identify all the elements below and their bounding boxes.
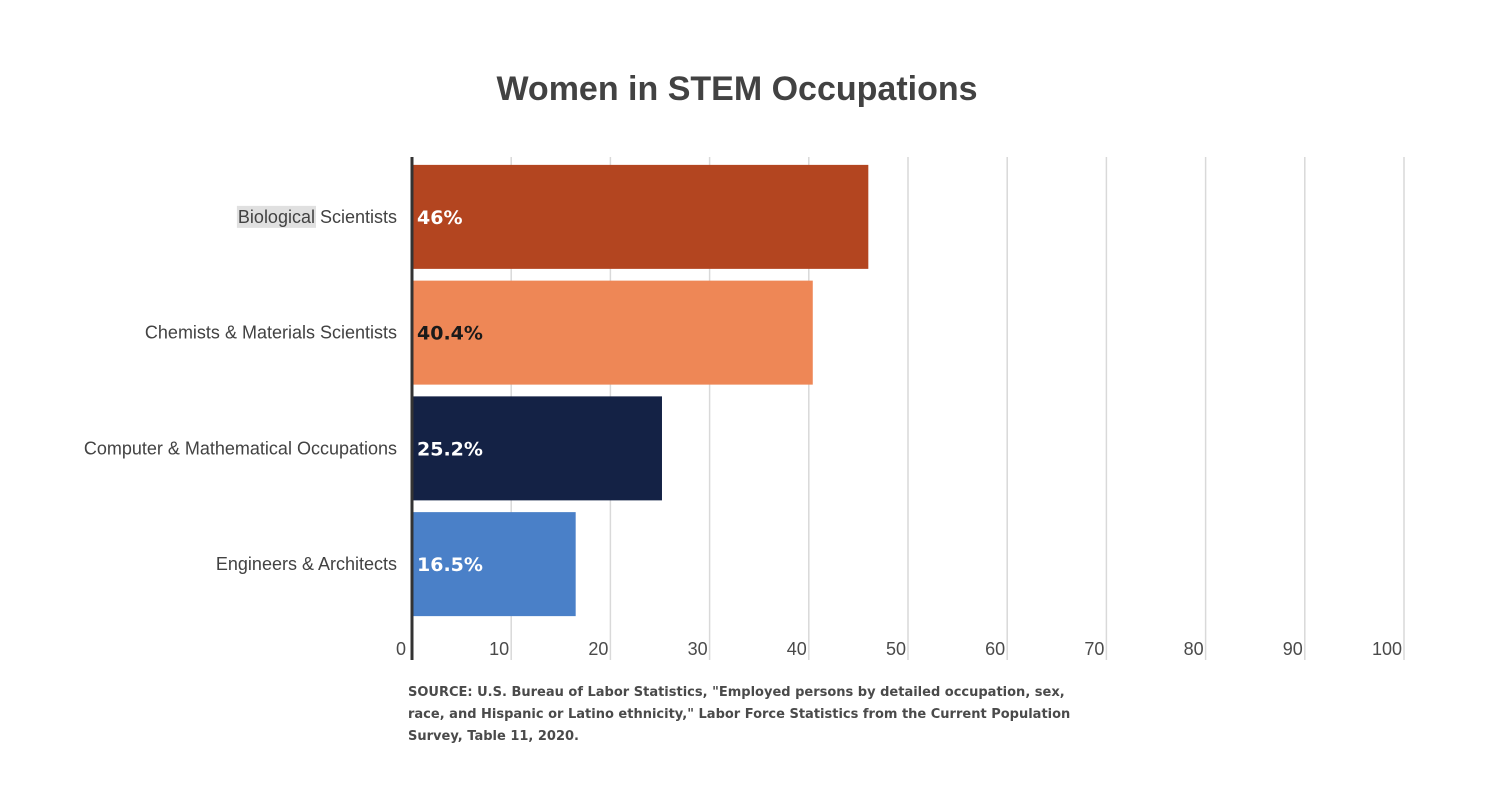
bars <box>412 164 869 617</box>
x-tick-label: 70 <box>1084 639 1104 659</box>
labels: 0 10 20 30 40 50 60 70 80 90 100 46% Biological Scie… <box>84 205 1402 659</box>
x-tick-label: 0 <box>396 639 406 659</box>
category-label: Chemists & Materials Scientists <box>145 323 397 343</box>
bar <box>412 164 869 269</box>
x-tick-label: 40 <box>787 639 807 659</box>
data-label: 25.2% <box>417 438 483 460</box>
x-tick-label: 90 <box>1283 639 1303 659</box>
bar <box>412 512 576 617</box>
data-label: 46% <box>417 207 462 229</box>
source-note: SOURCE: U.S. Bureau of Labor Statistics,… <box>408 685 1071 744</box>
x-tick-label: 60 <box>985 639 1005 659</box>
category-label: Biological Scientists <box>238 207 397 227</box>
category-label: Engineers & Architects <box>216 554 397 574</box>
data-label: 16.5% <box>417 554 483 576</box>
chart-title: Women in STEM Occupations <box>496 70 978 108</box>
bar <box>412 280 813 385</box>
x-tick-label: 30 <box>688 639 708 659</box>
bar <box>412 396 662 501</box>
x-tick-label: 10 <box>489 639 509 659</box>
x-tick-label: 100 <box>1372 639 1402 659</box>
text-highlight <box>236 205 316 228</box>
x-tick-label: 20 <box>588 639 608 659</box>
data-label: 40.4% <box>417 323 483 345</box>
category-label: Computer & Mathematical Occupations <box>84 438 397 458</box>
x-tick-label: 50 <box>886 639 906 659</box>
x-tick-label: 80 <box>1184 639 1204 659</box>
